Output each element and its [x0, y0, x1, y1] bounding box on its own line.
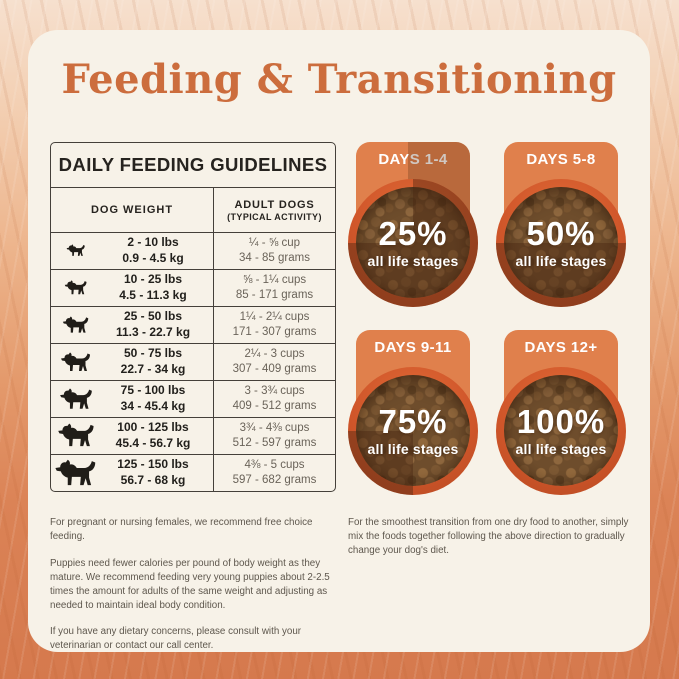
table-row: 2 - 10 lbs 0.9 - 4.5 kg ¼ - ⅝ cup 34 - 8… [51, 233, 335, 270]
table-row: 10 - 25 lbs 4.5 - 11.3 kg ⅝ - 1¼ cups 85… [51, 270, 335, 307]
mix-ratio-shade [496, 179, 626, 307]
weight-lbs: 100 - 125 lbs [117, 420, 189, 435]
weight-lbs: 2 - 10 lbs [127, 235, 179, 250]
weight-lbs: 25 - 50 lbs [123, 309, 183, 324]
life-stages-label: all life stages [515, 253, 607, 269]
grams-range: 171 - 307 grams [232, 326, 317, 338]
cups-range: ¼ - ⅝ cup [248, 237, 301, 250]
grams-range: 597 - 682 grams [232, 474, 317, 486]
dog-silhouette-icon [51, 244, 101, 257]
weight-lbs: 50 - 75 lbs [123, 346, 183, 361]
life-stages-label: all life stages [367, 253, 459, 269]
cups-range: 4⅜ - 5 cups [244, 459, 305, 472]
kibble-texture [504, 375, 618, 486]
transition-step-days-5-8: DAYS 5-8 50% all life stages [496, 142, 626, 310]
percent-label: 50% [526, 215, 596, 252]
page-title: Feeding & Transitioning [61, 56, 617, 103]
weight-lbs: 75 - 100 lbs [120, 383, 186, 398]
life-stages-label: all life stages [515, 441, 607, 457]
kibble-bowl: 50% all life stages [496, 179, 626, 307]
weight-lbs: 10 - 25 lbs [123, 272, 183, 287]
kibble-texture [356, 375, 470, 486]
dog-silhouette-icon [51, 352, 101, 373]
note-smooth-transition: For the smoothest transition from one dr… [348, 517, 629, 556]
grams-range: 34 - 85 grams [239, 252, 310, 264]
percent-label: 75% [378, 403, 448, 440]
column-header-adult-dogs-line2: (TYPICAL ACTIVITY) [227, 211, 322, 222]
mix-ratio-shade [348, 367, 478, 495]
column-header-adult-dogs: ADULT DOGS (TYPICAL ACTIVITY) [214, 188, 335, 232]
grams-range: 307 - 409 grams [232, 363, 317, 375]
kibble-texture [356, 187, 470, 298]
kibble-bowl: 75% all life stages [348, 367, 478, 495]
dog-silhouette-icon [51, 280, 101, 296]
table-header-row: DOG WEIGHT ADULT DOGS (TYPICAL ACTIVITY) [51, 188, 335, 233]
dog-silhouette-icon [51, 423, 101, 449]
cups-range: 1¼ - 2¼ cups [239, 311, 310, 324]
kibble-bowl: 100% all life stages [496, 367, 626, 495]
percent-label: 100% [516, 403, 606, 440]
transition-note: For the smoothest transition from one dr… [348, 516, 646, 558]
transition-step-days-9-11: DAYS 9-11 75% all life stages [348, 330, 478, 498]
feeding-notes: For pregnant or nursing females, we reco… [50, 516, 342, 666]
weight-lbs: 125 - 150 lbs [117, 457, 189, 472]
table-row: 125 - 150 lbs 56.7 - 68 kg 4⅜ - 5 cups 5… [51, 455, 335, 491]
transition-step-days-1-4: DAYS 1-4 25% all life stages [348, 142, 478, 310]
column-header-dog-weight: DOG WEIGHT [51, 188, 214, 232]
cups-range: 2¼ - 3 cups [244, 348, 305, 361]
note-puppies: Puppies need fewer calories per pound of… [50, 557, 330, 611]
table-row: 25 - 50 lbs 11.3 - 22.7 kg 1¼ - 2¼ cups … [51, 307, 335, 344]
mix-ratio-shade [348, 179, 478, 307]
cups-range: 3 - 3¾ cups [244, 385, 305, 398]
daily-feeding-guidelines-table: DAILY FEEDING GUIDELINES DOG WEIGHT ADUL… [50, 142, 336, 492]
weight-kg: 34 - 45.4 kg [120, 399, 186, 413]
grams-range: 85 - 171 grams [235, 289, 314, 301]
table-title: DAILY FEEDING GUIDELINES [51, 143, 335, 188]
column-header-adult-dogs-line1: ADULT DOGS [234, 198, 315, 211]
table-row: 75 - 100 lbs 34 - 45.4 kg 3 - 3¾ cups 40… [51, 381, 335, 418]
table-row: 50 - 75 lbs 22.7 - 34 kg 2¼ - 3 cups 307… [51, 344, 335, 381]
kibble-texture [504, 187, 618, 298]
cups-range: 3¾ - 4⅜ cups [239, 422, 310, 435]
life-stages-label: all life stages [367, 441, 459, 457]
weight-kg: 45.4 - 56.7 kg [115, 436, 191, 450]
grams-range: 512 - 597 grams [232, 437, 317, 449]
table-row: 100 - 125 lbs 45.4 - 56.7 kg 3¾ - 4⅜ cup… [51, 418, 335, 455]
dog-silhouette-icon [51, 316, 101, 334]
weight-kg: 4.5 - 11.3 kg [119, 288, 187, 302]
dog-silhouette-icon [51, 388, 101, 411]
infographic-card: Feeding & Transitioning DAILY FEEDING GU… [28, 30, 650, 652]
note-pregnant-nursing: For pregnant or nursing females, we reco… [50, 517, 313, 542]
kibble-bowl: 25% all life stages [348, 179, 478, 307]
weight-kg: 56.7 - 68 kg [120, 473, 186, 487]
dog-silhouette-icon [51, 459, 101, 488]
transition-step-days-12-plus: DAYS 12+ 100% all life stages [496, 330, 626, 498]
note-dietary-concerns: If you have any dietary concerns, please… [50, 626, 302, 652]
grams-range: 409 - 512 grams [232, 400, 317, 412]
percent-label: 25% [378, 215, 448, 252]
cups-range: ⅝ - 1¼ cups [242, 274, 307, 287]
weight-kg: 0.9 - 4.5 kg [122, 251, 184, 265]
weight-kg: 22.7 - 34 kg [120, 362, 186, 376]
weight-kg: 11.3 - 22.7 kg [115, 325, 191, 339]
